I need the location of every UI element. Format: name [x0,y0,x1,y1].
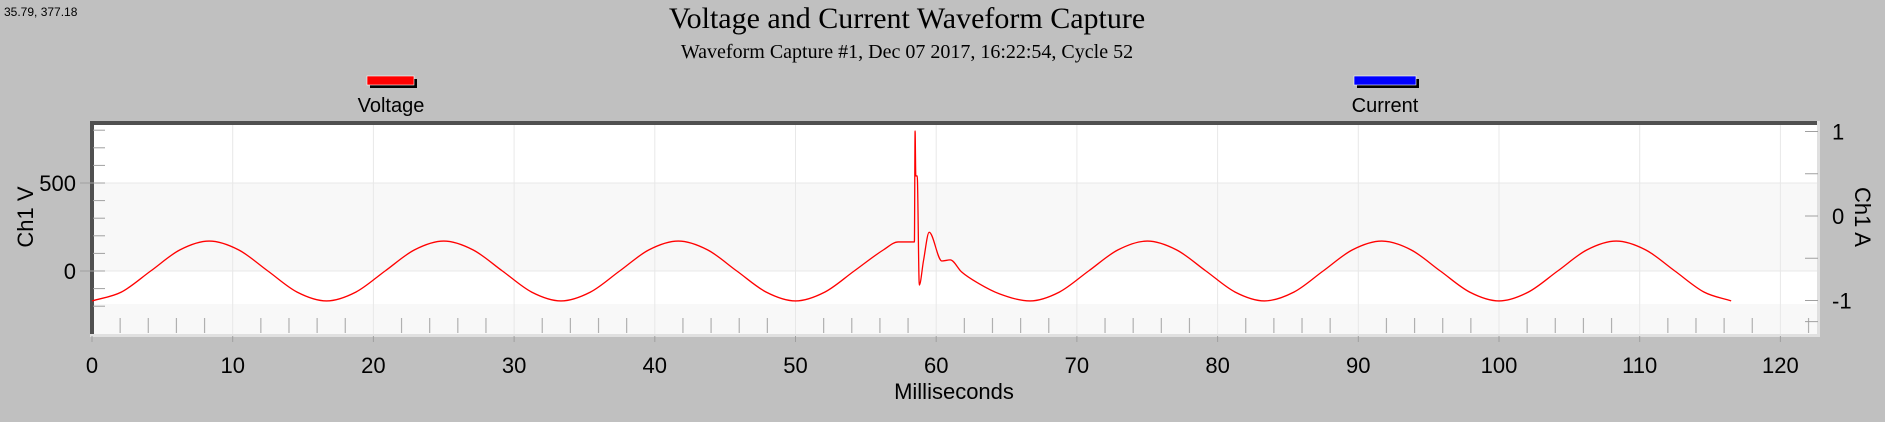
x-axis-label: Milliseconds [894,379,1014,404]
plot-area [80,121,1820,342]
x-tick-label: 80 [1205,353,1229,378]
voltage-series-line [91,130,1732,302]
x-tick-label: 20 [361,353,385,378]
x-tick-label: 10 [220,353,244,378]
legend-voltage-swatch [366,75,415,86]
y-left-tick-label: 0 [64,259,76,284]
legend-voltage[interactable]: Voltage [358,75,425,117]
x-tick-label: 0 [86,353,98,378]
y-right-axis-label: Ch1 A [1850,187,1875,247]
cursor-readout: 35.79, 377.18 [4,5,78,19]
x-tick-label: 40 [643,353,667,378]
y-left-axis-label: Ch1 V [13,186,38,247]
x-tick-label: 60 [924,353,948,378]
x-tick-label: 120 [1762,353,1799,378]
x-tick-label: 100 [1481,353,1518,378]
y-left-tick-label: 500 [39,171,76,196]
chart-title: Voltage and Current Waveform Capture [669,2,1145,35]
legend-current[interactable]: Current [1352,75,1419,117]
y-right-tick-label: 0 [1832,204,1844,229]
plot-band [94,304,1817,334]
x-tick-label: 30 [502,353,526,378]
y-right-tick-label: 1 [1832,120,1844,145]
y-right-tick-label: -1 [1832,289,1852,314]
x-tick-label: 110 [1622,353,1657,378]
x-tick-label: 70 [1065,353,1089,378]
legend-current-swatch [1353,75,1417,86]
x-tick-label: 90 [1346,353,1370,378]
plot-band [94,183,1817,271]
legend-voltage-label: Voltage [358,95,425,117]
x-tick-label: 50 [783,353,807,378]
chart-subtitle: Waveform Capture #1, Dec 07 2017, 16:22:… [681,41,1133,63]
legend-current-label: Current [1352,95,1419,117]
